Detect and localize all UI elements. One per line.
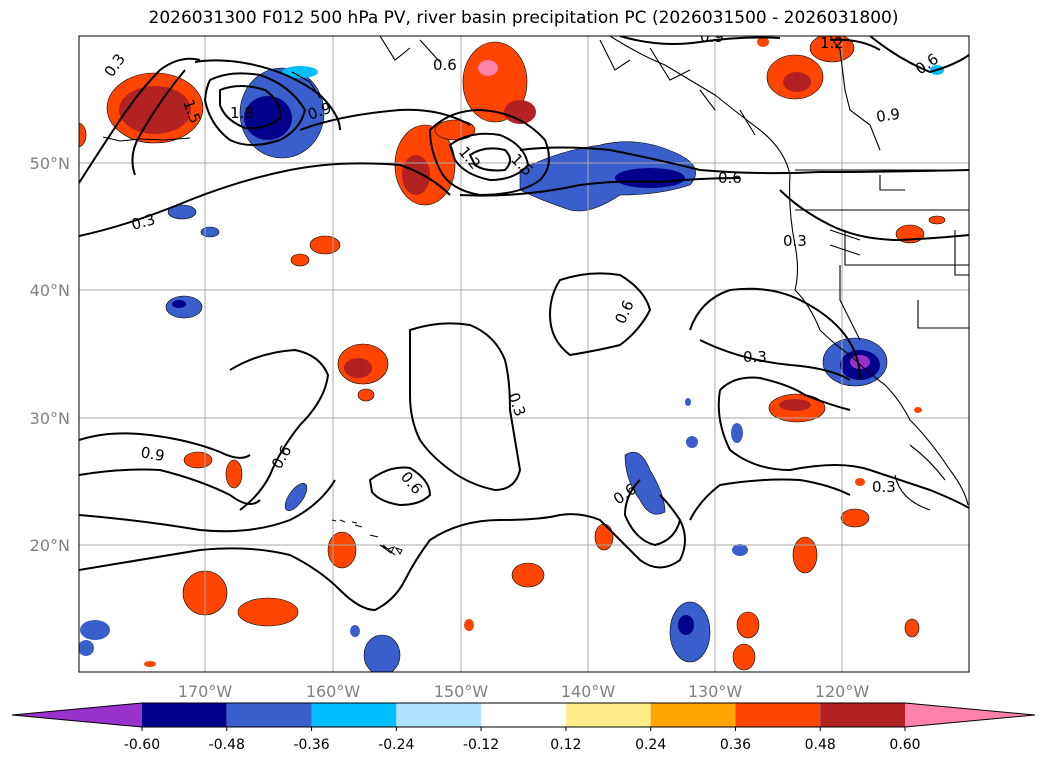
colorbar-swatch — [226, 703, 312, 727]
contour-label: 0.9 — [700, 28, 724, 46]
map-title: 2026031300 F012 500 hPa PV, river basin … — [148, 8, 899, 28]
lat-tick-label: 30°N — [30, 409, 70, 428]
contour-label: 0.9 — [139, 443, 166, 465]
colorbar-tick-label: 0.12 — [550, 737, 581, 753]
lon-tick-labels: 170°W 160°W 150°W 140°W 130°W 120°W — [178, 682, 870, 701]
lon-tick-label: 120°W — [815, 682, 870, 701]
lat-tick-label: 20°N — [30, 536, 70, 555]
lon-tick-label: 140°W — [561, 682, 616, 701]
lon-tick-label: 130°W — [688, 682, 743, 701]
colorbar-swatch — [311, 703, 397, 727]
lat-tick-label: 40°N — [30, 281, 70, 300]
colorbar-tick-label: 0.60 — [889, 737, 920, 753]
colorbar-swatch — [396, 703, 482, 727]
colorbar-tick-label: -0.36 — [293, 737, 329, 753]
precip-shading — [79, 36, 946, 672]
colorbar-tick-label: -0.24 — [378, 737, 414, 753]
colorbar-tick-label: -0.60 — [124, 737, 160, 753]
lat-tick-label: 50°N — [30, 154, 70, 173]
map-frame — [78, 35, 970, 673]
pv-contours — [79, 36, 969, 612]
positive-anomaly-areas — [79, 36, 946, 671]
colorbar-tick-label: 0.48 — [805, 737, 836, 753]
contour-label: 1.2 — [820, 34, 844, 52]
colorbar-extend-high — [905, 703, 1035, 727]
contour-label: 0.6 — [433, 56, 457, 74]
colorbar-swatch — [735, 703, 821, 727]
map-panel: 0.3 1.5 1.8 0.9 0.6 1.2 1.5 0.3 0.6 0.9 … — [79, 28, 969, 672]
colorbar-tick-label: 0.36 — [720, 737, 751, 753]
colorbar-swatch — [565, 703, 651, 727]
lon-tick-label: 160°W — [306, 682, 361, 701]
colorbar-swatch — [481, 703, 566, 727]
colorbar: -0.60 -0.48 -0.36 -0.24 -0.12 0.12 0.24 0.36 0.4… — [11, 702, 1036, 753]
hawaii-islands — [331, 519, 403, 555]
lon-tick-label: 150°W — [434, 682, 489, 701]
colorbar-swatch — [142, 703, 227, 727]
contour-label: 1.8 — [230, 104, 254, 122]
contour-label: 0.3 — [872, 478, 896, 496]
colorbar-tick-label: 0.24 — [635, 737, 666, 753]
colorbar-tick-label: -0.12 — [463, 737, 499, 753]
lat-tick-labels: 50°N 40°N 30°N 20°N — [30, 154, 70, 555]
contour-label: 0.3 — [783, 232, 807, 250]
graticule — [79, 36, 969, 672]
lon-tick-label: 170°W — [178, 682, 233, 701]
colorbar-extend-low — [12, 703, 142, 727]
contour-label: 0.3 — [129, 210, 157, 234]
contour-label: 0.6 — [718, 169, 742, 187]
contour-label: 0.9 — [875, 105, 901, 126]
colorbar-swatch — [650, 703, 736, 727]
contour-label: 0.3 — [743, 348, 767, 366]
colorbar-swatch — [820, 703, 905, 727]
colorbar-tick-label: -0.48 — [209, 737, 245, 753]
